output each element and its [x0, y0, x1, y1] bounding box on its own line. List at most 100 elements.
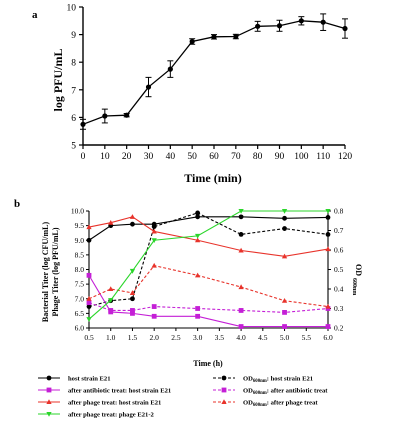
panel-b-data-point	[108, 219, 114, 225]
panel-b-data-point	[86, 317, 92, 322]
panel-a-data-point	[167, 66, 173, 72]
panel-a-x-tick-label: 80	[253, 152, 263, 162]
panel-a-data-point	[211, 34, 217, 40]
panel-b-data-point	[325, 215, 331, 220]
panel-a-data-point	[124, 112, 130, 118]
panel-b-data-point	[194, 233, 201, 239]
legend-entry-label: OD600nm: host strain E21	[243, 375, 313, 384]
panel-b-data-point	[86, 304, 92, 309]
panel-b-x-tick-label: 2.5	[171, 333, 181, 342]
panel-b-data-point	[238, 324, 244, 329]
panel-b-data-point	[130, 221, 135, 227]
panel-b-right-tick-label: 0.3	[334, 304, 344, 313]
panel-b-data-point	[151, 313, 157, 319]
panel-b-series-line	[88, 216, 329, 241]
panel-b-data-point	[130, 308, 135, 313]
panel-b-data-point	[151, 262, 157, 268]
panel-a-x-tick-label: 90	[275, 152, 285, 162]
panel-a-data-point	[320, 19, 326, 25]
panel-b-series-line	[88, 302, 329, 313]
panel-a-y-tick-label: 9	[71, 31, 76, 41]
panel-b-data-point	[194, 237, 201, 243]
panel-b-data-point	[108, 298, 114, 303]
panel-b-data-point	[281, 297, 288, 303]
panel-b-data-point	[325, 303, 331, 309]
panel-b-right-tick-label: 0.5	[334, 265, 344, 274]
panel-b-data-point	[129, 268, 136, 274]
panel-b-legend: host strain E21 OD600nm: host strain E21 a…	[38, 375, 328, 418]
panel-a-data-point	[102, 113, 108, 119]
panel-b-left-tick-label: 7.5	[75, 280, 85, 289]
panel-b-right-axis-title-main: OD	[354, 264, 363, 276]
panel-b-data-point	[282, 226, 287, 231]
panel-a-data-point	[276, 23, 283, 29]
legend-marker	[221, 399, 227, 405]
panel-a-letter: a	[32, 9, 38, 21]
legend-marker	[221, 387, 227, 393]
panel-a-y-tick-label: 8	[71, 59, 76, 69]
panel-a-x-tick-label: 30	[144, 152, 154, 162]
panel-b-data-point	[86, 300, 92, 306]
panel-b-data-point	[282, 324, 287, 329]
panel-b-data-point	[86, 272, 92, 278]
panel-b-data-point	[130, 296, 135, 302]
legend-entry-label: OD600nm: after phage treat	[243, 399, 318, 408]
panel-b-x-tick-label: 5.5	[302, 333, 312, 342]
panel-b-data-point	[108, 308, 114, 313]
panel-b-x-tick-label: 0.5	[84, 333, 94, 342]
panel-b-left-tick-label: 6.5	[75, 309, 85, 318]
panel-a-x-tick-label: 60	[209, 152, 219, 162]
panel-b-left-tick-label: 9.5	[75, 221, 85, 230]
panel-b-x-tick-label: 2.0	[149, 333, 159, 342]
legend-entry-label: after phage treat: phage E21-2	[68, 411, 155, 418]
panel-b-x-tick-label: 3.0	[193, 333, 203, 342]
panel-b-series-line	[88, 212, 329, 308]
legend-entry-label: host strain E21	[68, 375, 111, 382]
panel-b-data-point	[282, 215, 287, 221]
panel-b-x-tick-label: 5.0	[280, 333, 290, 342]
panel-b-y-axis-title-2: Phage Titer (log PFU/mL)	[51, 227, 60, 316]
panel-b-plot-area: 6.0 6.5 7.0 7.5 8.0 8.5 9.0 9.5 10.0 0.2 0.3 0.4 0.5…	[71, 207, 344, 342]
legend-entry-label: OD600nm: after antibiotic treat	[243, 387, 328, 396]
panel-b-right-tick-label: 0.4	[334, 285, 344, 294]
panel-b-right-axis-title: OD 600nm	[351, 264, 363, 295]
panel-b-data-point	[238, 247, 244, 253]
panel-a-x-tick-label: 20	[122, 152, 132, 162]
panel-b-data-point	[86, 295, 92, 301]
panel-b-series-line	[88, 264, 329, 308]
panel-b-data-point	[194, 272, 201, 278]
panel-a-data-point	[189, 38, 195, 45]
panel-a-x-tick-label: 110	[316, 152, 330, 162]
panel-a-x-axis-title: Time (min)	[184, 171, 241, 185]
panel-a-data-point	[145, 84, 152, 90]
panel-b-data-point	[238, 308, 244, 313]
panel-a-data-point	[342, 25, 348, 32]
panel-b-data-point	[281, 208, 288, 214]
panel-b-left-tick-label: 9.0	[75, 236, 85, 245]
panel-b-data-point	[325, 208, 331, 214]
panel-a-data-point	[255, 23, 261, 29]
panel-b-series-line	[88, 275, 328, 328]
panel-b-data-point	[129, 214, 136, 219]
panel-b-left-tick-label: 7.0	[75, 294, 85, 303]
panel-b-series-line	[88, 210, 328, 320]
panel-b-data-point	[238, 208, 244, 214]
legend-marker	[46, 411, 52, 417]
legend-marker	[46, 387, 52, 393]
legend-marker	[221, 375, 227, 381]
panel-b-data-point	[195, 214, 201, 220]
panel-a-x-tick-label: 10	[100, 152, 110, 162]
panel-b-x-tick-label: 1.5	[128, 333, 138, 342]
panel-b-right-tick-label: 0.7	[334, 226, 344, 235]
panel-a-x-tick-label: 100	[294, 152, 309, 162]
panel-b-data-point	[325, 246, 331, 252]
panel-b-left-tick-label: 8.0	[75, 265, 85, 274]
panel-b-right-tick-label: 0.2	[334, 324, 344, 333]
panel-a-y-tick-label: 10	[67, 4, 77, 14]
panel-b-data-point	[195, 306, 201, 311]
panel-b-data-point	[151, 228, 157, 234]
panel-b-data-point	[238, 284, 244, 290]
panel-b-data-point	[282, 310, 287, 315]
